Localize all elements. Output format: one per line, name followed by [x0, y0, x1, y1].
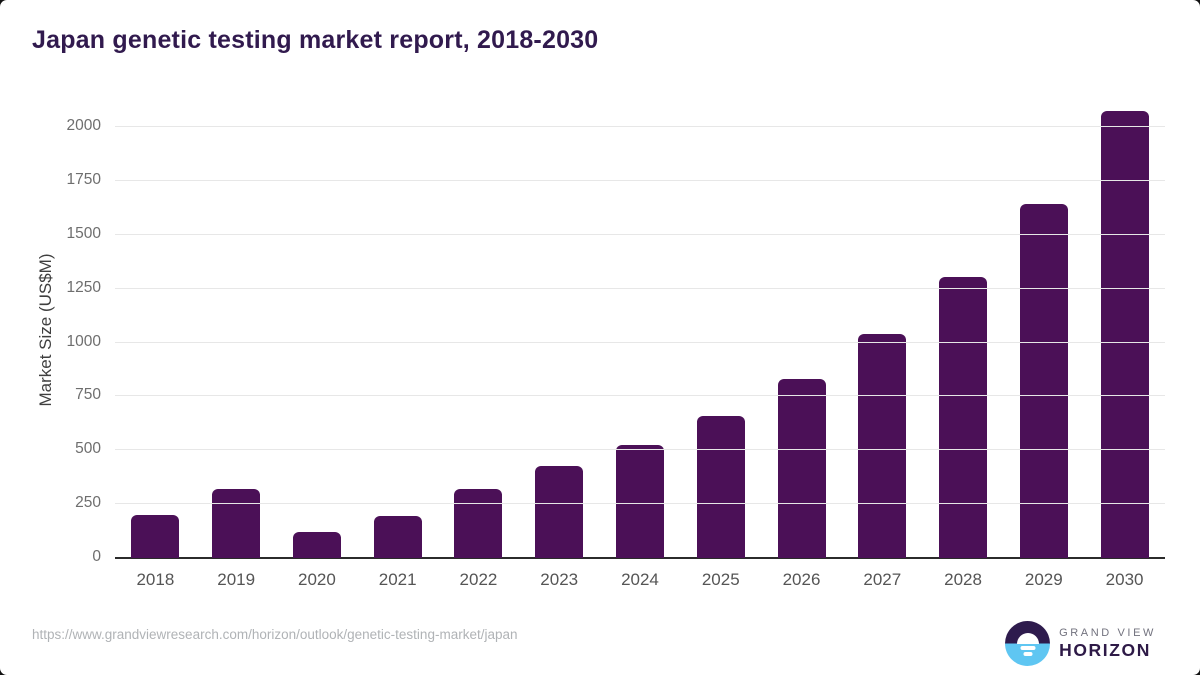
x-tick-label-2025: 2025 [701, 570, 740, 589]
x-tick-label-2020: 2020 [298, 570, 336, 589]
bar-slot-2024 [600, 100, 681, 558]
bar-slot-2020 [277, 100, 358, 558]
bar-slot-2018 [115, 100, 196, 558]
x-tick-label-2029: 2029 [1024, 570, 1063, 589]
x-tick-label-2024: 2024 [621, 570, 659, 589]
x-tick-label-2019: 2019 [217, 570, 256, 589]
bar-2018[interactable] [131, 514, 180, 558]
bar-slot-2028 [923, 100, 1004, 558]
gridline-1250 [115, 287, 1165, 289]
y-tick-label-1000: 1000 [66, 332, 101, 350]
gridline-500 [115, 449, 1165, 451]
bar-2029[interactable] [1019, 203, 1068, 558]
x-tick-label-2026: 2026 [782, 570, 821, 589]
bar-2019[interactable] [212, 489, 261, 558]
gridline-1000 [115, 341, 1165, 343]
y-tick-label-0: 0 [92, 548, 101, 565]
y-tick-label-750: 750 [75, 386, 101, 404]
bar-2027[interactable] [858, 333, 907, 558]
y-tick-label-1500: 1500 [66, 224, 101, 242]
bar-2021[interactable] [373, 515, 422, 558]
bar-2023[interactable] [535, 466, 584, 558]
x-axis-line [115, 557, 1165, 559]
bar-slot-2026 [761, 100, 842, 558]
y-tick-label-500: 500 [75, 440, 101, 458]
y-tick-label-2000: 2000 [66, 117, 101, 134]
gridline-2000 [115, 126, 1165, 127]
gridline-1500 [115, 233, 1165, 235]
bar-slot-2030 [1084, 100, 1165, 558]
bar-2028[interactable] [939, 276, 988, 558]
bar-slot-2022 [438, 100, 519, 558]
gridline-250 [115, 503, 1165, 505]
source-url: https://www.grandviewresearch.com/horizo… [32, 627, 518, 642]
horizon-sun-icon [1005, 621, 1051, 666]
x-tick-label-2022: 2022 [459, 570, 498, 589]
bar-slot-2027 [842, 100, 923, 558]
x-axis-labels: 2018 2019 2020 2021 2022 2023 2024 2025 2026 2027… [115, 570, 1165, 590]
bar-slot-2021 [357, 100, 438, 558]
y-tick-label-1250: 1250 [66, 278, 101, 296]
bar-2030[interactable] [1100, 110, 1149, 558]
x-tick-label-2023: 2023 [540, 570, 579, 589]
bar-2024[interactable] [615, 444, 664, 558]
y-tick-label-250: 250 [75, 494, 101, 512]
bar-2022[interactable] [454, 489, 503, 558]
bar-2026[interactable] [777, 379, 826, 558]
grand-view-horizon-logo: GRAND VIEW HORIZON [1005, 621, 1156, 666]
plot-area: 0 250 500 750 1000 1250 1500 1750 2000 [67, 100, 1165, 565]
y-axis-title: Market Size (US$M) [36, 253, 55, 407]
bar-slot-2019 [196, 100, 277, 558]
gridline-750 [115, 395, 1165, 397]
logo-text-grand-view: GRAND VIEW [1059, 627, 1156, 640]
bar-slot-2029 [1003, 100, 1084, 558]
chart-title: Japan genetic testing market report, 201… [32, 26, 599, 54]
bar-slot-2025 [680, 100, 761, 558]
bar-slot-2023 [519, 100, 600, 558]
y-tick-label-1750: 1750 [66, 170, 101, 188]
gridline-1750 [115, 179, 1165, 181]
logo-text-horizon: HORIZON [1059, 639, 1151, 660]
x-tick-label-2018: 2018 [136, 570, 175, 589]
x-tick-label-2030: 2030 [1105, 570, 1144, 589]
bars-container [115, 100, 1165, 558]
x-tick-label-2027: 2027 [863, 570, 902, 589]
bar-2020[interactable] [292, 532, 341, 558]
bar-2025[interactable] [696, 415, 745, 558]
x-tick-label-2028: 2028 [944, 570, 982, 589]
x-tick-label-2021: 2021 [378, 570, 417, 589]
